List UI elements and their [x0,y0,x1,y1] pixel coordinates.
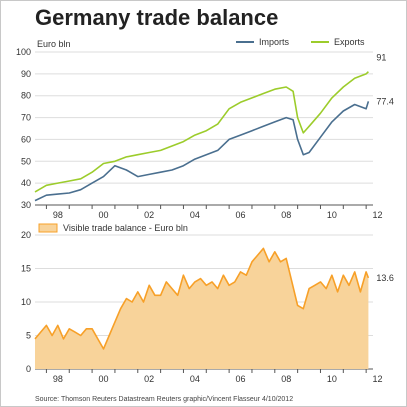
legend-swatch [39,224,57,232]
x-tick-label: 10 [327,210,337,220]
x-tick-label: 06 [236,210,246,220]
trade-balance-chart: 0 5 10 15 20 98 00 02 04 06 08 10 12 13.6 Visible trad… [21,223,394,384]
x-tick-label: 98 [53,374,63,384]
x-tick-label: 00 [99,374,109,384]
legend-label: Exports [334,37,365,47]
x-tick-label: 06 [236,374,246,384]
end-value-label: 91 [376,53,386,63]
x-tick-label: 02 [144,210,154,220]
x-tick-label: 08 [281,374,291,384]
x-tick-label: 98 [53,210,63,220]
y-tick-label: 30 [21,200,31,210]
source-note: Source: Thomson Reuters Datastream Reute… [35,396,293,403]
y-tick-label: 0 [26,364,31,374]
y-tick-label: 50 [21,156,31,166]
x-tick-label: 02 [144,374,154,384]
trade-lines-chart: Euro bln 30 40 50 60 70 80 90 100 98 00 02 04 06 08 10 1… [16,37,394,220]
y-tick-label: 100 [16,47,31,57]
series-line-exports [35,72,368,192]
x-tick-label: 12 [373,374,383,384]
y-tick-label: 5 [26,331,31,341]
y-tick-label: 15 [21,264,31,274]
x-tick-label: 10 [327,374,337,384]
y-tick-label: 60 [21,134,31,144]
y-tick-label: 80 [21,91,31,101]
legend-label: Imports [259,37,290,47]
x-tick-label: 12 [373,210,383,220]
x-tick-label: 00 [99,210,109,220]
end-value-label: 77.4 [376,96,394,106]
y-tick-label: 70 [21,113,31,123]
y-unit-label: Euro bln [37,39,71,49]
y-tick-label: 40 [21,178,31,188]
y-tick-label: 90 [21,69,31,79]
x-tick-label: 04 [190,210,200,220]
end-value-label: 13.6 [376,273,394,283]
balance-area [35,248,368,369]
x-tick-label: 08 [281,210,291,220]
legend-label: Visible trade balance - Euro bln [63,223,188,233]
x-tick-label: 04 [190,374,200,384]
y-tick-label: 10 [21,297,31,307]
y-tick-label: 20 [21,230,31,240]
